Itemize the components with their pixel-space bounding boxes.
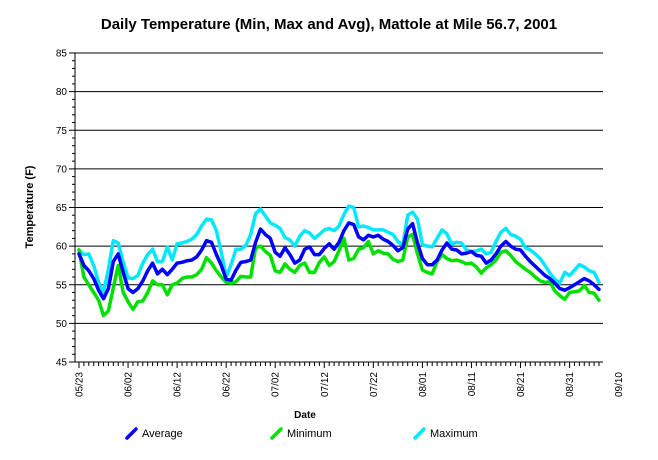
x-tick-label: 07/12 — [320, 372, 331, 397]
x-tick-label: 07/02 — [271, 372, 282, 397]
x-tick-label: 09/10 — [614, 372, 625, 397]
x-tick-label: 08/31 — [565, 372, 576, 397]
legend-label-maximum: Maximum — [430, 428, 478, 440]
x-tick-label: 08/01 — [418, 372, 429, 397]
legend-label-minimum: Minimum — [287, 428, 332, 440]
y-axis-label: Temperature (F) — [24, 165, 36, 248]
y-tick-label: 50 — [56, 319, 68, 330]
x-tick-label: 08/21 — [516, 372, 527, 397]
y-tick-label: 70 — [56, 164, 68, 175]
legend-swatch-minimum — [270, 427, 283, 440]
y-tick-label: 55 — [56, 280, 68, 291]
x-tick-label: 05/23 — [75, 372, 86, 397]
series-line-minimum — [77, 232, 601, 318]
y-tick-label: 65 — [56, 203, 68, 214]
series-lines — [77, 204, 601, 318]
legend: Average Minimum Maximum — [125, 427, 478, 440]
series-line-average — [77, 221, 601, 301]
y-tick-label: 80 — [56, 87, 68, 98]
legend-label-average: Average — [142, 428, 183, 440]
x-tick-label: 06/02 — [124, 372, 135, 397]
y-tick-label: 45 — [56, 358, 68, 369]
axes: 45 50 55 60 65 70 75 80 85 05/23 06/02 06/12 06/22 07… — [56, 49, 625, 398]
x-tick-label: 06/12 — [173, 372, 184, 397]
y-tick-label: 75 — [56, 126, 68, 137]
x-tick-label: 06/22 — [222, 372, 233, 397]
x-tick-label: 07/22 — [369, 372, 380, 397]
series-line-maximum — [77, 204, 601, 295]
x-tick-label: 08/11 — [467, 372, 478, 397]
chart-title: Daily Temperature (Min, Max and Avg), Ma… — [101, 16, 557, 33]
legend-swatch-maximum — [413, 427, 426, 440]
x-axis-label: Date — [294, 410, 316, 421]
y-tick-label: 85 — [56, 49, 68, 60]
legend-swatch-average — [125, 427, 138, 440]
y-tick-label: 60 — [56, 242, 68, 253]
